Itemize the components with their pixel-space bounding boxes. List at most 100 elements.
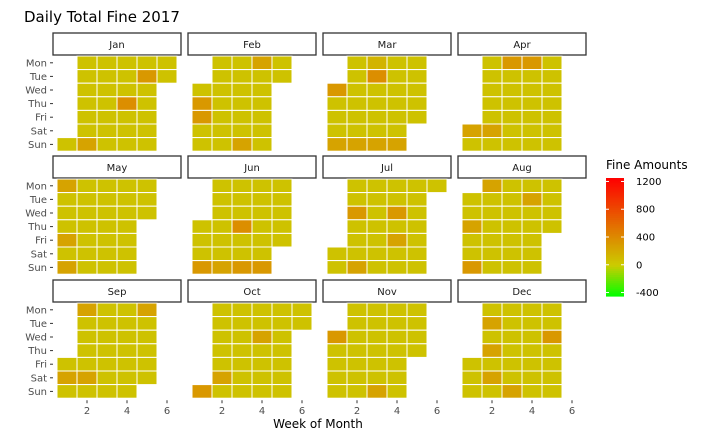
heatmap-cell — [541, 302, 563, 318]
heatmap-cell — [116, 316, 138, 331]
month-strip — [457, 155, 587, 179]
heatmap-cell — [366, 205, 388, 221]
heatmap-cell — [521, 384, 543, 399]
heatmap-cell — [231, 178, 253, 194]
heatmap-cell — [231, 329, 253, 345]
heatmap-cell — [251, 384, 273, 399]
heatmap-cell — [346, 302, 368, 318]
heatmap-cell — [326, 343, 348, 358]
heatmap-cell — [116, 246, 138, 262]
legend-color-step — [606, 215, 624, 218]
heatmap-cell — [96, 246, 118, 262]
heatmap-cell — [136, 205, 158, 221]
legend-color-step — [606, 270, 624, 273]
heatmap-cell — [136, 109, 158, 125]
heatmap-cell — [76, 82, 98, 98]
month-panel-jun: Jun — [187, 155, 317, 275]
month-panel-aug: Aug — [457, 155, 587, 275]
legend-color-step — [606, 248, 624, 252]
heatmap-cell — [251, 82, 273, 98]
heatmap-cell — [521, 316, 543, 331]
heatmap-cell — [211, 329, 233, 345]
heatmap-cell — [346, 370, 368, 386]
heatmap-cell — [406, 96, 428, 111]
heatmap-cell — [481, 356, 503, 372]
heatmap-cell — [326, 109, 348, 125]
month-strip — [322, 32, 452, 56]
legend-color-step — [606, 262, 624, 266]
heatmap-cell — [501, 246, 523, 262]
heatmap-cell — [386, 219, 408, 234]
heatmap-cell — [461, 384, 483, 399]
heatmap-cell — [501, 260, 523, 275]
legend-color-step — [606, 203, 624, 207]
heatmap-cell — [271, 370, 293, 386]
legend-color-step — [606, 278, 624, 281]
week-tick-label: 4 — [124, 406, 130, 417]
legend-color-step — [606, 189, 624, 193]
heatmap-cell — [541, 329, 563, 345]
heatmap-cell — [346, 329, 368, 345]
weekday-tick-label: Mon — [26, 58, 47, 69]
heatmap-cell — [501, 69, 523, 84]
heatmap-cell — [346, 55, 368, 71]
heatmap-cell — [191, 109, 213, 125]
heatmap-cell — [96, 137, 118, 152]
heatmap-cell — [326, 123, 348, 139]
heatmap-cell — [271, 316, 293, 331]
legend-color-step — [606, 246, 624, 250]
month-strip — [322, 155, 452, 179]
heatmap-cell — [231, 343, 253, 358]
heatmap-cell — [521, 246, 543, 262]
heatmap-cell — [231, 69, 253, 84]
legend: Fine Amounts 1200 800 400 0 -400 — [606, 158, 688, 299]
heatmap-cell — [76, 109, 98, 125]
week-tick-label: 4 — [394, 406, 400, 417]
heatmap-cell — [271, 192, 293, 207]
month-panel-nov: Nov 2 4 6 — [322, 279, 452, 417]
heatmap-cell — [346, 82, 368, 98]
heatmap-cell — [271, 232, 293, 248]
heatmap-cell — [231, 316, 253, 331]
week-tick-label: 6 — [434, 406, 440, 417]
heatmap-cell — [346, 246, 368, 262]
heatmap-cell — [211, 109, 233, 125]
heatmap-cell — [501, 82, 523, 98]
heatmap-cell — [366, 137, 388, 152]
legend-color-step — [606, 225, 624, 228]
heatmap-cell — [346, 384, 368, 399]
heatmap-cell — [521, 82, 543, 98]
heatmap-cell — [501, 123, 523, 139]
heatmap-cell — [386, 192, 408, 207]
heatmap-cell — [231, 192, 253, 207]
heatmap-cell — [326, 96, 348, 111]
legend-color-step — [606, 256, 624, 260]
heatmap-cell — [56, 260, 78, 275]
heatmap-cell — [56, 137, 78, 152]
heatmap-cell — [326, 384, 348, 399]
heatmap-cell — [541, 55, 563, 71]
heatmap-cell — [211, 82, 233, 98]
heatmap-cell — [191, 384, 213, 399]
legend-color-step — [606, 201, 624, 205]
heatmap-cell — [406, 82, 428, 98]
weekday-tick-label: Mon — [26, 305, 47, 316]
month-panel-feb: Feb — [187, 32, 317, 152]
heatmap-cell — [501, 316, 523, 331]
heatmap-cell — [231, 109, 253, 125]
heatmap-cell — [271, 219, 293, 234]
heatmap-cell — [76, 96, 98, 111]
heatmap-cell — [481, 384, 503, 399]
heatmap-cell — [211, 232, 233, 248]
heatmap-cell — [386, 55, 408, 71]
heatmap-cell — [136, 356, 158, 372]
heatmap-cell — [366, 260, 388, 275]
month-label: Jul — [380, 163, 393, 174]
x-axis-title: Week of Month — [273, 417, 363, 431]
weekday-tick-label: Sat — [31, 126, 47, 137]
heatmap-cell — [211, 178, 233, 194]
legend-color-step — [606, 252, 624, 256]
legend-tick-label: 1200 — [636, 177, 661, 188]
heatmap-cell — [231, 232, 253, 248]
heatmap-cell — [231, 356, 253, 372]
